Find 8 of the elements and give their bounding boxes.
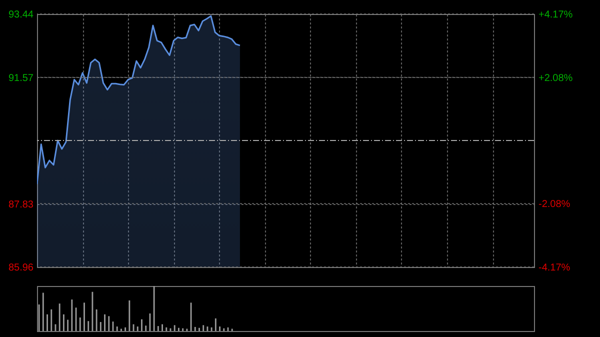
y2-tick-label: -2.08%: [538, 199, 570, 210]
y2-tick-label: +4.17%: [538, 10, 573, 20]
y2-tick-label: -4.17%: [538, 262, 570, 274]
y-tick-label: 91.57: [8, 72, 34, 84]
y-tick-label: 85.96: [8, 262, 34, 274]
y-tick-label: 87.83: [8, 199, 34, 210]
y-tick-label: 93.44: [8, 10, 34, 20]
y2-tick-label: +2.08%: [538, 72, 573, 84]
